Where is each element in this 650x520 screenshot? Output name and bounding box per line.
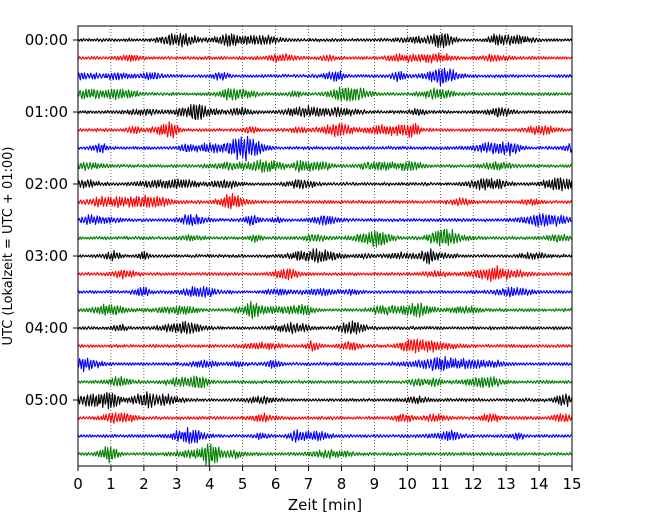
y-tick-label: 00:00 [25, 31, 68, 49]
trace-0230 [77, 213, 572, 228]
x-axis-ticks: 0 1 2 3 4 5 6 7 8 9 10 11 12 13 14 15 [73, 466, 582, 493]
trace-0245 [77, 228, 573, 248]
x-tick-label: 8 [337, 475, 347, 493]
y-tick-label: 05:00 [25, 391, 68, 409]
x-tick-label: 5 [238, 475, 248, 493]
trace-0415 [77, 338, 573, 354]
trace-0300 [77, 248, 573, 265]
trace-0445 [77, 375, 573, 389]
trace-0100 [77, 103, 572, 121]
trace-0015 [77, 52, 572, 64]
plot-background [78, 26, 572, 466]
x-gridlines [110, 26, 540, 466]
x-tick-label: 9 [370, 475, 380, 493]
trace-0045 [77, 86, 573, 102]
y-axis-label: UTC (Lokalzeit = UTC + 01:00) [1, 147, 16, 346]
trace-0345 [77, 300, 573, 320]
y-tick-label: 04:00 [25, 319, 68, 337]
seismic-traces [77, 32, 573, 467]
x-tick-label: 15 [562, 475, 581, 493]
trace-0000 [77, 32, 573, 49]
x-tick-label: 1 [106, 475, 116, 493]
trace-0430 [77, 355, 572, 373]
x-tick-label: 4 [205, 475, 215, 493]
trace-0215 [77, 192, 573, 210]
x-axis-label: Zeit [min] [288, 496, 362, 514]
x-tick-label: 3 [172, 475, 182, 493]
y-tick-label: 01:00 [25, 103, 68, 121]
y-tick-label: 03:00 [25, 247, 68, 265]
trace-0315 [77, 265, 573, 283]
x-tick-label: 0 [73, 475, 83, 493]
x-tick-label: 6 [271, 475, 281, 493]
y-tick-label: 02:00 [25, 175, 68, 193]
x-tick-label: 7 [304, 475, 314, 493]
trace-0515 [77, 412, 573, 424]
y-axis-ticks: 00:00 01:00 02:00 03:00 04:00 05:00 [25, 31, 78, 409]
x-tick-label: 11 [431, 475, 450, 493]
x-tick-label: 10 [398, 475, 417, 493]
trace-0530 [77, 427, 572, 445]
plot-frame [77, 25, 573, 467]
trace-0030 [77, 67, 573, 87]
trace-0200 [77, 177, 573, 192]
trace-0545 [77, 443, 573, 467]
x-tick-label: 2 [139, 475, 149, 493]
trace-0115 [77, 121, 573, 139]
trace-0130 [77, 135, 573, 162]
x-tick-label: 12 [464, 475, 483, 493]
trace-0400 [77, 320, 572, 335]
x-tick-label: 13 [497, 475, 516, 493]
trace-0330 [77, 285, 573, 298]
trace-0145 [77, 159, 572, 173]
trace-0500 [77, 391, 573, 410]
x-tick-label: 14 [530, 475, 549, 493]
